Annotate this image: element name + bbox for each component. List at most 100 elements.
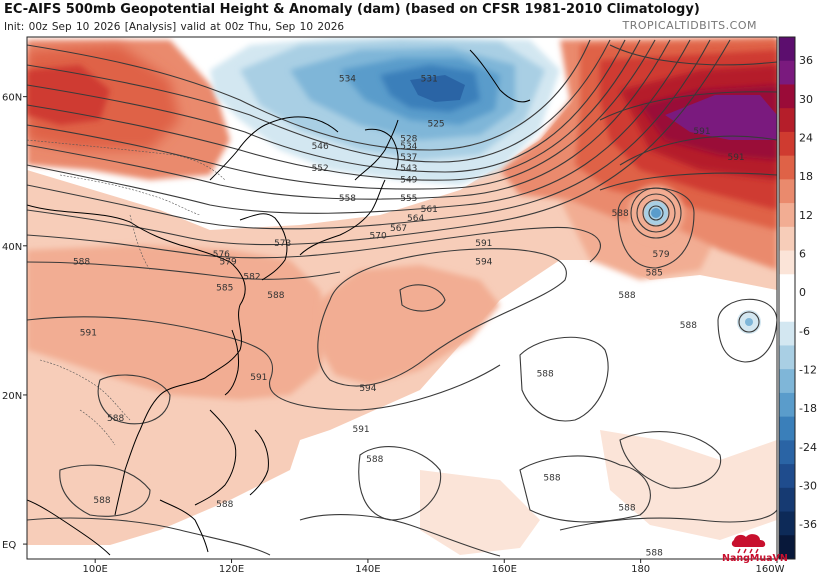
colorbar-label: -36 xyxy=(799,518,817,531)
contour-label: 561 xyxy=(421,205,438,215)
colorbar-swatch xyxy=(779,392,795,418)
contour-label: 591 xyxy=(727,153,744,163)
colorbar-swatch xyxy=(779,535,795,560)
contour-label: 591 xyxy=(352,425,369,435)
contour-label: 546 xyxy=(312,142,329,152)
lon-label: 140E xyxy=(355,564,380,573)
contour-label: 588 xyxy=(680,321,697,331)
contour-label: 588 xyxy=(216,500,233,510)
colorbar-swatch xyxy=(779,108,795,133)
colorbar-swatch xyxy=(779,369,795,394)
chart-subtitle: Init: 00z Sep 10 2026 [Analysis] valid a… xyxy=(4,21,345,33)
colorbar-label: 6 xyxy=(799,248,806,261)
colorbar-swatch xyxy=(779,416,795,441)
contour-label: 588 xyxy=(107,414,124,424)
contour-label: 579 xyxy=(220,257,237,267)
contour-label: 588 xyxy=(618,504,635,514)
colorbar-swatch xyxy=(779,511,795,536)
contour-label: 594 xyxy=(359,384,376,394)
chart-title: EC-AIFS 500mb Geopotential Height & Anom… xyxy=(4,2,700,17)
colorbar-frame xyxy=(778,36,796,560)
colorbar-swatch xyxy=(779,440,795,465)
brand-watermark: TROPICALTIDBITS.COM xyxy=(622,19,757,32)
colorbar-label: -18 xyxy=(799,402,817,415)
colorbar-label: 36 xyxy=(799,54,813,67)
lon-label: 120E xyxy=(219,564,244,573)
colorbar-swatch xyxy=(779,321,795,346)
lat-label: 20N xyxy=(2,391,22,402)
colorbar-swatch xyxy=(779,345,795,370)
map-axes: 60N 40N 20N EQ 100E 120E 140E 160E 180 160W xyxy=(2,93,785,573)
contour-label: 588 xyxy=(618,291,635,301)
colorbar-swatch xyxy=(779,250,795,275)
contour-label: 591 xyxy=(693,127,710,137)
lat-label: EQ xyxy=(2,540,16,551)
lon-label: 160E xyxy=(492,564,517,573)
colorbar-swatch xyxy=(779,60,795,85)
contour-label: 582 xyxy=(243,272,260,282)
contour-label: 585 xyxy=(216,284,233,294)
anomaly-colorbar: 36 30 24 18 12 6 0 -6 -12 -18 -24 -30 -36 xyxy=(778,36,817,560)
contour-label: 528 xyxy=(400,134,417,144)
colorbar-label: -12 xyxy=(799,364,817,377)
colorbar-label: 24 xyxy=(799,132,813,145)
lon-label: 160W xyxy=(756,564,785,573)
colorbar-label: 0 xyxy=(799,286,806,299)
contour-label: 552 xyxy=(312,164,329,174)
colorbar-swatch xyxy=(779,84,795,109)
contour-label: 588 xyxy=(267,291,284,301)
coastlines xyxy=(27,49,531,556)
contour-label: 591 xyxy=(250,373,267,383)
colorbar-swatch xyxy=(779,37,795,62)
contour-label: 534 xyxy=(339,75,356,85)
colorbar-swatch xyxy=(779,226,795,252)
contour-label: 537 xyxy=(400,153,417,163)
contour-label: 543 xyxy=(400,164,417,174)
colorbar-label: -30 xyxy=(799,480,817,493)
contour-label: 531 xyxy=(421,75,438,85)
colorbar-swatch xyxy=(779,464,795,489)
contour-label: 567 xyxy=(390,224,407,234)
contour-label: 588 xyxy=(612,209,629,219)
contour-label: 549 xyxy=(400,175,417,185)
contour-label: 588 xyxy=(537,369,554,379)
contour-label: 534 xyxy=(400,142,417,152)
contour-label: 570 xyxy=(370,231,387,241)
contour-label: 588 xyxy=(543,474,560,484)
contour-label: 588 xyxy=(366,455,383,465)
contour-label: 576 xyxy=(213,250,230,260)
colorbar-swatch xyxy=(779,298,795,323)
colorbar-swatch xyxy=(779,274,795,299)
contour-label: 591 xyxy=(475,239,492,249)
map-frame xyxy=(26,36,778,560)
colorbar-label: -24 xyxy=(799,441,817,454)
contour-label: 585 xyxy=(646,269,663,279)
colorbar-swatch xyxy=(779,179,795,204)
anomaly-shading xyxy=(27,37,777,555)
lon-label: 100E xyxy=(82,564,107,573)
contour-label: 594 xyxy=(475,257,492,267)
contour-label: 588 xyxy=(73,257,90,267)
colorbar-swatch xyxy=(779,155,795,180)
contour-label: 588 xyxy=(93,496,110,506)
colorbar-swatch xyxy=(779,487,795,513)
country-borders xyxy=(27,139,226,446)
contour-label: 525 xyxy=(427,119,444,129)
contour-label: 564 xyxy=(407,214,424,224)
contour-label: 558 xyxy=(339,194,356,204)
colorbar-label: 30 xyxy=(799,93,813,106)
contour-label: 555 xyxy=(400,194,417,204)
contour-label: 591 xyxy=(80,328,97,338)
lat-label: 40N xyxy=(2,242,22,253)
lat-label: 60N xyxy=(2,93,22,104)
contour-label: 588 xyxy=(646,548,663,558)
nangmua-logo xyxy=(731,534,766,554)
colorbar-swatch xyxy=(779,131,795,157)
colorbar-label: 12 xyxy=(799,209,813,222)
contour-label: 573 xyxy=(274,239,291,249)
nangmua-logo-text: NangMuaVN xyxy=(722,553,788,564)
lon-label: 180 xyxy=(631,564,650,573)
